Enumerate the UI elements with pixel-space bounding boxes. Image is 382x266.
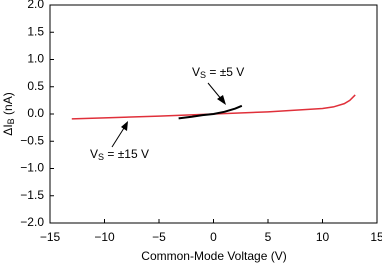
y-label-sub: B bbox=[6, 118, 16, 124]
arrow-line bbox=[207, 82, 223, 101]
x-tick-label: −10 bbox=[94, 230, 115, 244]
y-tick-label: 0.5 bbox=[27, 79, 44, 93]
series-line bbox=[178, 104, 243, 120]
arrow-head bbox=[121, 121, 128, 131]
y-tick-label: −1.5 bbox=[20, 188, 44, 202]
annotation: VS = ±5 V bbox=[192, 65, 244, 80]
x-tick-label: −5 bbox=[152, 230, 166, 244]
y-tick-label: 2.0 bbox=[27, 0, 44, 11]
x-tick-label: −15 bbox=[40, 230, 61, 244]
x-tick-label: 15 bbox=[370, 230, 382, 244]
x-tick-label: 5 bbox=[265, 230, 272, 244]
annotation-rest: = ±5 V bbox=[206, 65, 244, 79]
y-axis-label: ΔIB (nA) bbox=[1, 92, 16, 135]
x-tick-label: 0 bbox=[210, 230, 217, 244]
annotation-sub: S bbox=[98, 152, 104, 162]
series-line bbox=[71, 94, 356, 120]
y-tick-label: −0.5 bbox=[20, 133, 44, 147]
annotation: VS = ±15 V bbox=[90, 147, 149, 162]
annotation-main: V bbox=[192, 65, 200, 79]
x-axis-label: Common-Mode Voltage (V) bbox=[141, 249, 286, 263]
y-tick-label: −1.0 bbox=[20, 161, 44, 175]
y-label-main: ΔI bbox=[1, 124, 15, 135]
annotation-main: V bbox=[90, 147, 98, 161]
y-tick-label: 0.0 bbox=[27, 106, 44, 120]
annotation-rest: = ±15 V bbox=[104, 147, 149, 161]
annotation-sub: S bbox=[200, 70, 206, 80]
arrow-line bbox=[111, 127, 125, 148]
y-label-rest: (nA) bbox=[1, 92, 15, 118]
y-tick-label: −2.0 bbox=[20, 215, 44, 229]
x-tick-label: 10 bbox=[316, 230, 330, 244]
arrow-head bbox=[217, 95, 226, 105]
y-tick-label: 1.0 bbox=[27, 52, 44, 66]
y-tick-label: 1.5 bbox=[27, 24, 44, 38]
